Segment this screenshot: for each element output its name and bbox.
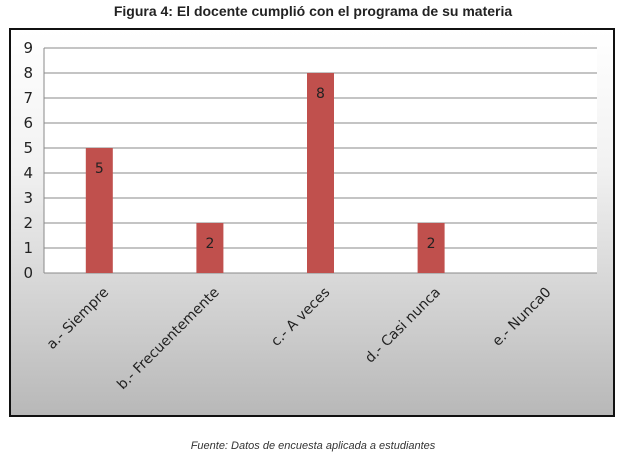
x-tick-label: b.- Frecuentemente bbox=[114, 285, 222, 393]
x-tick-label: a.- Siempre bbox=[44, 285, 112, 353]
bar-chart: 0 1 2 3 4 5 6 7 8 9 5 a.- Siempre 2 b.- Frecuentement… bbox=[23, 39, 597, 393]
y-tick-label: 1 bbox=[23, 239, 33, 257]
y-tick-label: 2 bbox=[23, 214, 33, 232]
data-label: 2 bbox=[205, 236, 214, 252]
y-tick-label: 5 bbox=[23, 139, 33, 157]
y-tick-label: 7 bbox=[23, 89, 33, 107]
x-tick-label: d.- Casi nunca bbox=[362, 285, 444, 367]
y-tick-label: 4 bbox=[23, 164, 33, 182]
bar bbox=[307, 73, 334, 273]
y-tick-label: 6 bbox=[23, 114, 33, 132]
bar bbox=[196, 223, 224, 273]
bar bbox=[417, 223, 445, 273]
chart-title: Figura 4: El docente cumplió con el prog… bbox=[113, 3, 513, 19]
x-tick-label: c.- A veces bbox=[268, 285, 333, 350]
data-label: 5 bbox=[95, 161, 104, 177]
y-tick-label: 9 bbox=[23, 39, 33, 57]
bar bbox=[85, 148, 113, 273]
source-note: Fuente: Datos de encuesta aplicada a est… bbox=[190, 440, 436, 452]
y-tick-label: 0 bbox=[23, 264, 33, 282]
x-tick-label: e.- Nunca0 bbox=[489, 285, 554, 350]
data-label: 2 bbox=[427, 236, 436, 252]
y-tick-label: 8 bbox=[23, 64, 33, 82]
chart-frame: 0 1 2 3 4 5 6 7 8 9 5 a.- Siempre 2 b.- Frecuentement… bbox=[9, 28, 615, 417]
y-tick-label: 3 bbox=[23, 189, 33, 207]
data-label: 8 bbox=[316, 86, 325, 102]
